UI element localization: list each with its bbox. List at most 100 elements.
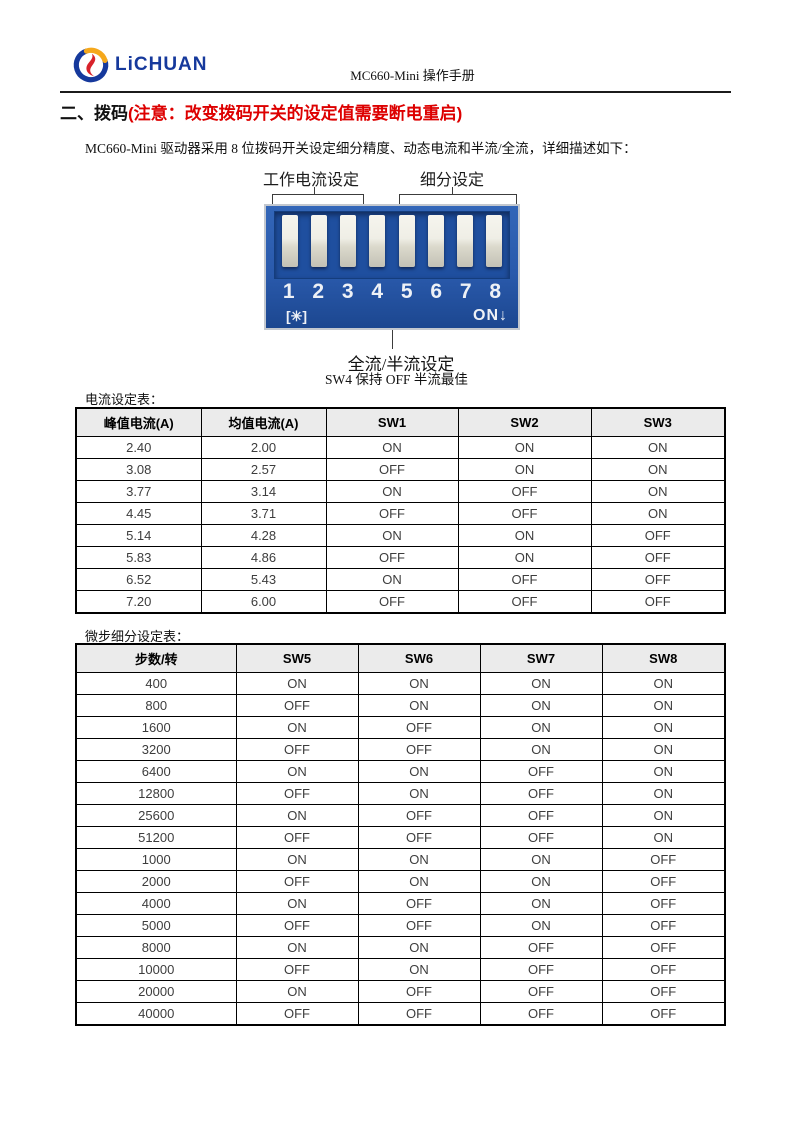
table-cell: ON xyxy=(457,436,592,459)
table-cell: 5.83 xyxy=(75,546,202,569)
table-cell: ON xyxy=(457,524,592,547)
table-cell: OFF xyxy=(235,826,359,849)
table-cell: ON xyxy=(601,716,726,739)
table-cell: 4.86 xyxy=(200,546,327,569)
table-cell: OFF xyxy=(601,980,726,1003)
table-row: 20000 ON OFF OFF OFF xyxy=(75,980,726,1003)
table-cell: 6.00 xyxy=(200,590,327,614)
table-row: 51200 OFF OFF OFF ON xyxy=(75,826,726,849)
table-cell: OFF xyxy=(479,760,603,783)
table-cell: ON xyxy=(479,672,603,695)
document-header: LiCHUAN MC660-Mini 操作手册 xyxy=(60,44,731,93)
table-cell: 4.28 xyxy=(200,524,327,547)
table-cell: OFF xyxy=(601,914,726,937)
table-cell: 2.40 xyxy=(75,436,202,459)
table-cell: 2.00 xyxy=(200,436,327,459)
table-cell: 12800 xyxy=(75,782,237,805)
dip-slider-2 xyxy=(310,215,327,267)
logo-flame-shape xyxy=(86,53,96,77)
table-cell: ON xyxy=(357,870,481,893)
table-cell: ON xyxy=(235,980,359,1003)
table-row: 10000 OFF ON OFF OFF xyxy=(75,958,726,981)
column-header: 峰值电流(A) xyxy=(75,407,202,437)
current-switches-bracket xyxy=(272,194,364,205)
table-cell: ON xyxy=(457,546,592,569)
table-cell: ON xyxy=(590,458,726,481)
column-header: SW5 xyxy=(235,643,359,673)
table-cell: OFF xyxy=(235,782,359,805)
table-cell: OFF xyxy=(235,694,359,717)
table-cell: OFF xyxy=(357,892,481,915)
table-cell: OFF xyxy=(357,738,481,761)
microstep-setting-table: 步数/转 SW5 SW6 SW7 SW8 400 ON ON ON ON 800 OFF ON ON ON… xyxy=(75,643,726,1026)
table-cell: OFF xyxy=(601,892,726,915)
table-row: 6400 ON ON OFF ON xyxy=(75,760,726,783)
table-cell: 3.77 xyxy=(75,480,202,503)
document-title: MC660-Mini 操作手册 xyxy=(350,68,475,83)
dip-slider-7 xyxy=(457,215,474,267)
dip-switch-number: 4 xyxy=(371,280,384,303)
table-row: 2000 OFF ON ON OFF xyxy=(75,870,726,893)
section-warning-text: (注意：改变拨码开关的设定值需要断电重启) xyxy=(128,104,463,123)
dip-slider-3 xyxy=(340,215,357,267)
table-cell: ON xyxy=(357,760,481,783)
table-cell: 1600 xyxy=(75,716,237,739)
table-cell: OFF xyxy=(357,804,481,827)
column-header: SW7 xyxy=(479,643,603,673)
table-cell: 1000 xyxy=(75,848,237,871)
column-header: SW1 xyxy=(325,407,459,437)
microstep-label-connector-line xyxy=(452,187,453,194)
table-cell: OFF xyxy=(601,848,726,871)
table-cell: 3.08 xyxy=(75,458,202,481)
table-cell: 4000 xyxy=(75,892,237,915)
table-cell: 4.45 xyxy=(75,502,202,525)
working-current-label: 工作电流设定 xyxy=(263,172,360,189)
column-header: SW2 xyxy=(457,407,592,437)
table-cell: ON xyxy=(601,760,726,783)
dip-switch-number: 7 xyxy=(459,280,472,303)
table-cell: ON xyxy=(479,716,603,739)
full-half-current-label: 全流/半流设定 xyxy=(347,355,455,374)
on-direction-label: ON↓ xyxy=(473,307,508,324)
sw4-note: SW4 保持 OFF 半流最佳 xyxy=(325,372,468,387)
lichuan-logo-icon xyxy=(73,47,109,83)
table-row: 400 ON ON ON ON xyxy=(75,672,726,695)
table-cell: ON xyxy=(601,672,726,695)
table-cell: ON xyxy=(590,436,726,459)
table-cell: ON xyxy=(235,936,359,959)
table-cell: 3200 xyxy=(75,738,237,761)
table-cell: ON xyxy=(235,760,359,783)
column-header: SW8 xyxy=(601,643,726,673)
table-cell: ON xyxy=(479,848,603,871)
table-cell: ON xyxy=(601,738,726,761)
microstep-table-caption: 微步细分设定表： xyxy=(85,629,190,644)
table-cell: OFF xyxy=(235,958,359,981)
table-cell: 3.71 xyxy=(200,502,327,525)
table-cell: OFF xyxy=(357,980,481,1003)
table-row: 800 OFF ON ON ON xyxy=(75,694,726,717)
table-cell: ON xyxy=(479,892,603,915)
lichuan-logo: LiCHUAN xyxy=(72,46,208,84)
table-cell: 40000 xyxy=(75,1002,237,1026)
table-cell: OFF xyxy=(457,502,592,525)
switch4-connector-line xyxy=(392,330,393,349)
table-row: 4000 ON OFF ON OFF xyxy=(75,892,726,915)
table-cell: OFF xyxy=(479,826,603,849)
table-cell: OFF xyxy=(590,590,726,614)
table-row: 3.77 3.14 ON OFF ON xyxy=(75,480,726,503)
dip-switch-number: 1 xyxy=(282,280,295,303)
table-cell: 2.57 xyxy=(200,458,327,481)
table-row: 8000 ON ON OFF OFF xyxy=(75,936,726,959)
table-cell: OFF xyxy=(235,1002,359,1026)
table-cell: OFF xyxy=(325,502,459,525)
table-cell: ON xyxy=(235,848,359,871)
table-row: 2.40 2.00 ON ON ON xyxy=(75,436,726,459)
table-cell: OFF xyxy=(235,738,359,761)
table-cell: ON xyxy=(479,870,603,893)
table-cell: ON xyxy=(479,914,603,937)
table-cell: OFF xyxy=(590,524,726,547)
table-cell: 8000 xyxy=(75,936,237,959)
table-cell: 5000 xyxy=(75,914,237,937)
dip-slider-5 xyxy=(398,215,415,267)
